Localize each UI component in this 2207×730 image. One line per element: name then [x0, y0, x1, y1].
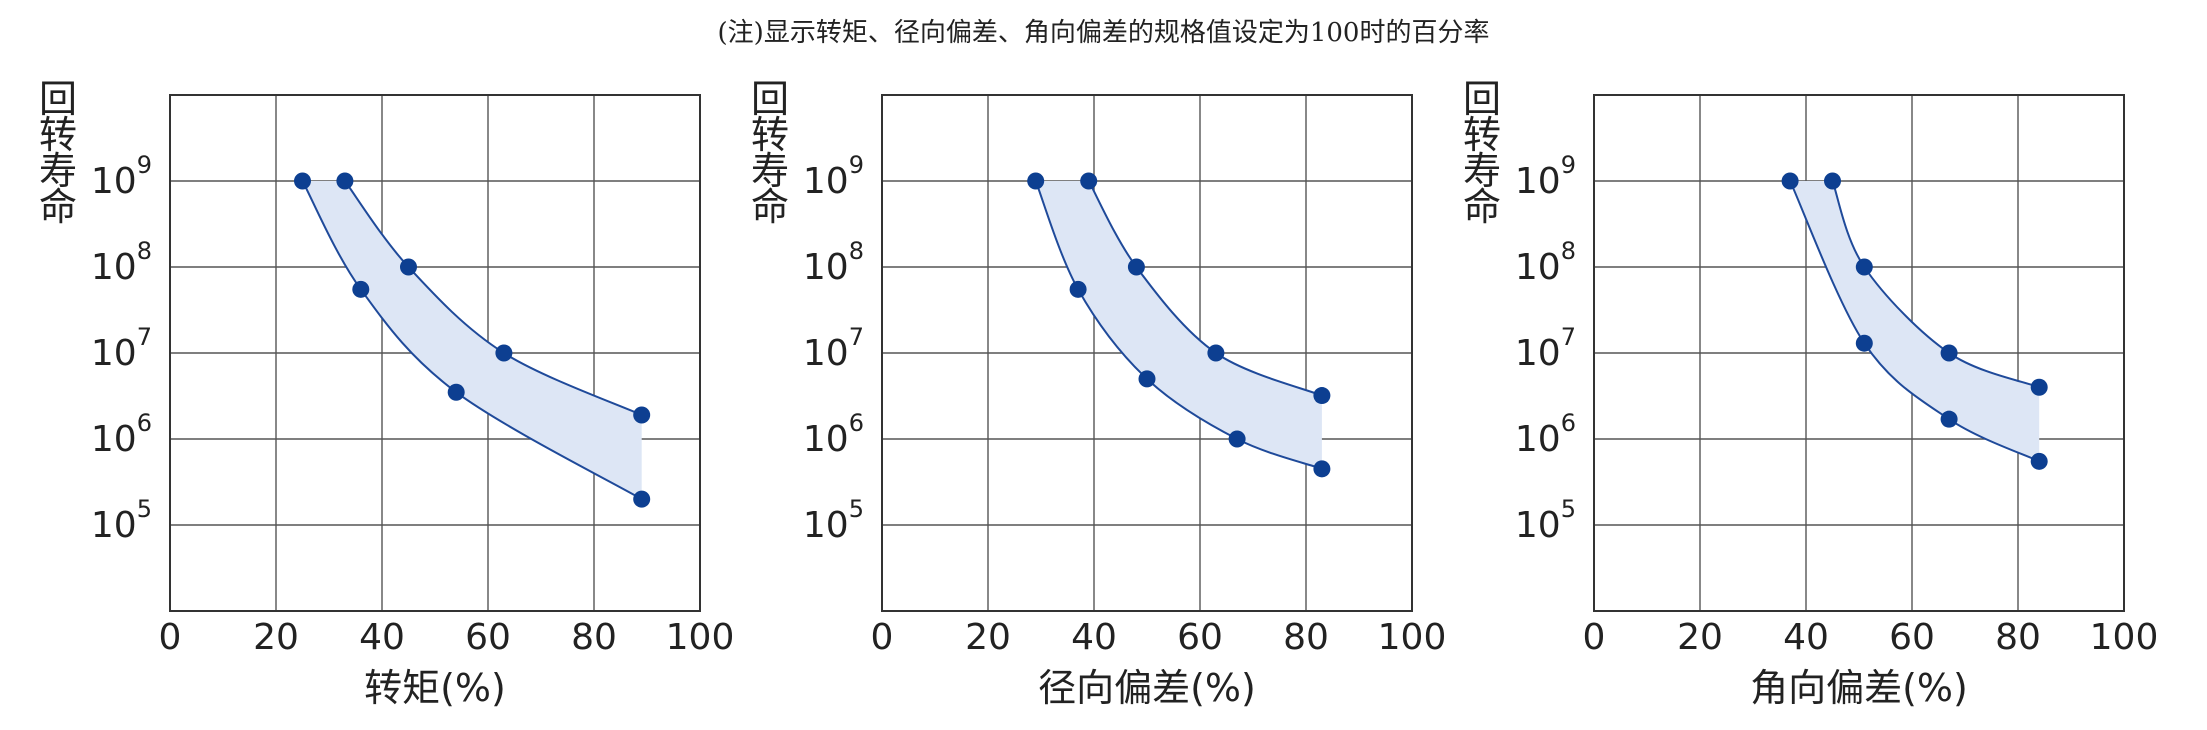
- x-axis-label: 角向偏差(%): [1750, 666, 1968, 710]
- x-tick-label: 40: [1071, 617, 1117, 658]
- data-point-lower: [1781, 172, 1799, 190]
- data-point-lower: [1855, 334, 1873, 352]
- y-tick-label: 105: [91, 495, 152, 546]
- data-point-lower: [1069, 280, 1087, 298]
- y-axis-label-char: 回: [1463, 77, 1501, 121]
- y-tick-label: 109: [91, 151, 152, 202]
- x-tick-label: 80: [571, 617, 617, 658]
- y-tick-label: 107: [803, 323, 864, 374]
- x-tick-label: 60: [1889, 617, 1935, 658]
- x-tick-label: 100: [666, 617, 735, 658]
- data-point-upper: [1207, 344, 1225, 362]
- data-point-lower: [633, 490, 651, 508]
- x-tick-label: 60: [465, 617, 511, 658]
- chart-note: (注)显示转矩、径向偏差、角向偏差的规格值设定为100时的百分率: [717, 18, 1490, 48]
- data-point-lower: [447, 383, 465, 401]
- y-tick-label: 109: [1515, 151, 1576, 202]
- data-point-upper: [1824, 172, 1841, 190]
- x-tick-label: 20: [253, 617, 299, 658]
- y-tick-label: 108: [91, 237, 152, 288]
- lower-curve: [301, 180, 643, 500]
- y-axis-label-char: 命: [751, 185, 789, 229]
- data-point-upper: [1855, 258, 1873, 276]
- plot-frame: [881, 94, 1413, 612]
- y-axis-label-char: 回: [39, 77, 77, 121]
- upper-curve: [1831, 180, 2040, 389]
- x-tick-label: 100: [2090, 617, 2159, 658]
- data-point-upper: [1127, 258, 1145, 276]
- y-tick-label: 107: [91, 323, 152, 374]
- data-point-upper: [1080, 172, 1098, 190]
- y-tick-label: 109: [803, 151, 864, 202]
- data-point-upper: [495, 344, 513, 362]
- y-axis-label-char: 寿: [39, 149, 77, 193]
- y-axis-label-char: 命: [39, 185, 77, 229]
- y-tick-label: 106: [803, 409, 864, 460]
- life-band-area: [1035, 181, 1322, 469]
- y-axis-label-char: 转: [39, 113, 77, 157]
- data-point-lower: [1940, 410, 1958, 428]
- x-tick-label: 40: [359, 617, 405, 658]
- y-axis-label-char: 寿: [751, 149, 789, 193]
- x-axis-label: 转矩(%): [364, 666, 506, 710]
- data-point-lower: [1027, 172, 1045, 190]
- y-tick-label: 106: [91, 409, 152, 460]
- y-tick-label: 108: [1515, 237, 1576, 288]
- data-point-lower: [1138, 370, 1156, 388]
- life-band-area: [302, 181, 642, 500]
- data-point-upper: [336, 172, 354, 190]
- x-tick-label: 0: [871, 617, 894, 658]
- x-tick-label: 60: [1177, 617, 1223, 658]
- data-point-upper: [633, 406, 651, 424]
- data-point-lower: [352, 280, 370, 298]
- data-point-upper: [1940, 344, 1958, 362]
- x-axis-label: 径向偏差(%): [1038, 666, 1256, 710]
- x-tick-label: 80: [1995, 617, 2041, 658]
- upper-curve: [1087, 180, 1323, 397]
- data-point-lower: [1313, 460, 1331, 478]
- x-tick-label: 40: [1783, 617, 1829, 658]
- y-tick-label: 105: [803, 495, 864, 546]
- plot-frame: [1593, 94, 2125, 612]
- data-point-lower: [2030, 452, 2048, 470]
- upper-curve: [344, 180, 643, 416]
- x-tick-label: 20: [1677, 617, 1723, 658]
- x-tick-label: 80: [1283, 617, 1329, 658]
- y-axis-label-char: 寿: [1463, 149, 1501, 193]
- data-point-upper: [1313, 387, 1331, 405]
- x-tick-label: 20: [965, 617, 1011, 658]
- x-tick-label: 0: [159, 617, 182, 658]
- data-point-upper: [400, 258, 417, 276]
- y-tick-label: 106: [1515, 409, 1576, 460]
- y-axis-label-char: 命: [1463, 185, 1501, 229]
- x-tick-label: 0: [1583, 617, 1606, 658]
- y-axis-label-char: 回: [751, 77, 789, 121]
- plot-frame: [169, 94, 701, 612]
- life-band-area: [1790, 181, 2040, 462]
- y-axis-label-char: 转: [751, 113, 789, 157]
- data-point-lower: [294, 172, 311, 190]
- y-tick-label: 107: [1515, 323, 1576, 374]
- data-point-upper: [2030, 378, 2048, 396]
- x-tick-label: 100: [1378, 617, 1447, 658]
- data-point-lower: [1228, 430, 1246, 448]
- y-tick-label: 105: [1515, 495, 1576, 546]
- y-tick-label: 108: [803, 237, 864, 288]
- lower-curve: [1789, 180, 2040, 463]
- y-axis-label-char: 转: [1463, 113, 1501, 157]
